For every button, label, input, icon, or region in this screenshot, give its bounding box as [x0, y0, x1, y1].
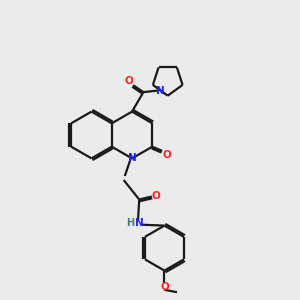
Text: O: O	[152, 191, 161, 201]
Text: H: H	[127, 218, 135, 228]
Text: N: N	[156, 85, 165, 96]
Text: O: O	[163, 149, 171, 160]
Text: N: N	[135, 218, 144, 228]
Text: O: O	[161, 282, 170, 292]
Text: N: N	[128, 153, 136, 164]
Text: O: O	[124, 76, 133, 86]
